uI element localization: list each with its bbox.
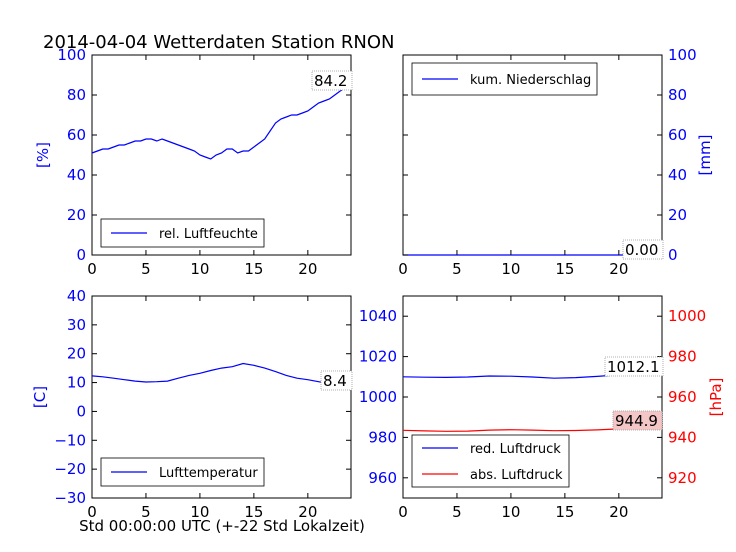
series-line-humidity bbox=[91, 86, 352, 160]
annotation-abs-pressure: 944.9 bbox=[615, 412, 658, 430]
x-tick-label-2-4: 20 bbox=[298, 503, 317, 521]
x-tick-label-3-3: 15 bbox=[555, 503, 574, 521]
x-tick-label-1-0: 0 bbox=[398, 260, 408, 278]
annotation-precipitation-box bbox=[622, 239, 664, 260]
legend-label-0-0: rel. Luftfeuchte bbox=[159, 227, 258, 242]
figure-title: 2014-04-04 Wetterdaten Station RNON bbox=[43, 32, 394, 53]
series-line-temperature bbox=[91, 362, 352, 388]
y-tick-label-left-3-4: 1040 bbox=[359, 307, 397, 325]
x-tick-label-1-1: 5 bbox=[452, 260, 462, 278]
y-tick-label-0-0: 0 bbox=[76, 246, 86, 264]
y-axis-label-humidity: [%] bbox=[34, 142, 52, 168]
legend-label-1-0: kum. Niederschlag bbox=[470, 73, 591, 88]
y-tick-label-left-3-2: 1000 bbox=[359, 388, 397, 406]
legend-label-2-0: Lufttemperatur bbox=[159, 466, 258, 481]
y-tick-label-right-3-4: 1000 bbox=[668, 307, 706, 325]
panel-temperature: 0 5 10 15 20 −30 −20 −10 0 10 20 30 40 [C] Lufttempera… bbox=[31, 287, 353, 521]
x-tick-label-3-4: 20 bbox=[609, 503, 628, 521]
y-axis-label-precipitation: [mm] bbox=[696, 135, 714, 176]
x-tick-label-1-4: 20 bbox=[609, 260, 628, 278]
y-tick-label-right-3-2: 960 bbox=[668, 388, 697, 406]
y-tick-label-right-3-1: 940 bbox=[668, 428, 697, 446]
y-axis-label-temperature: [C] bbox=[31, 386, 49, 408]
y-tick-label-1-4: 80 bbox=[668, 86, 687, 104]
panel-precipitation: 0 5 10 15 20 0 20 40 60 80 100 [mm] kum. Niederschla… bbox=[398, 46, 714, 278]
annotation-precipitation: 0.00 bbox=[625, 241, 658, 259]
annotation-temperature: 8.4 bbox=[323, 372, 347, 390]
x-tick-label-0-4: 20 bbox=[298, 260, 317, 278]
x-tick-label-1-3: 15 bbox=[555, 260, 574, 278]
y-tick-label-left-3-1: 980 bbox=[368, 428, 397, 446]
annotation-humidity-box bbox=[311, 70, 353, 91]
annotation-abs-pressure-box bbox=[612, 410, 663, 431]
annotation-red-pressure-box bbox=[604, 356, 664, 377]
x-tick-label-0-1: 5 bbox=[141, 260, 151, 278]
y-tick-label-2-1: −20 bbox=[54, 460, 86, 478]
y-tick-label-1-0: 0 bbox=[668, 246, 678, 264]
legend-box-3 bbox=[411, 434, 570, 488]
y-tick-label-2-5: 20 bbox=[67, 345, 86, 363]
x-tick-label-2-0: 0 bbox=[87, 503, 97, 521]
x-tick-label-3-0: 0 bbox=[398, 503, 408, 521]
annotation-red-pressure: 1012.1 bbox=[607, 358, 660, 376]
x-tick-label-2-1: 5 bbox=[141, 503, 151, 521]
x-tick-label-3-2: 10 bbox=[501, 503, 520, 521]
legend-label-3-1: abs. Luftdruck bbox=[470, 468, 563, 483]
x-tick-label-0-2: 10 bbox=[190, 260, 209, 278]
y-tick-label-left-3-0: 960 bbox=[368, 469, 397, 487]
plot-frame-0 bbox=[91, 54, 352, 256]
x-tick-label-3-1: 5 bbox=[452, 503, 462, 521]
x-tick-label-0-3: 15 bbox=[244, 260, 263, 278]
panel-humidity: 0 5 10 15 20 0 20 40 60 80 100 [%] rel. Luftfeuchte 8… bbox=[34, 46, 353, 278]
y-tick-label-2-0: −30 bbox=[54, 489, 86, 507]
y-tick-label-left-3-3: 1020 bbox=[359, 348, 397, 366]
y-tick-label-right-3-0: 920 bbox=[668, 469, 697, 487]
panel-pressure: 0 5 10 15 20 960 980 1000 1020 1040 920 940 960 980 10… bbox=[359, 295, 725, 521]
y-tick-label-2-2: −10 bbox=[54, 431, 86, 449]
y-axis-label-pressure: [hPa] bbox=[707, 378, 725, 417]
x-tick-label-2-3: 15 bbox=[244, 503, 263, 521]
y-tick-label-0-1: 20 bbox=[67, 206, 86, 224]
y-tick-label-1-1: 20 bbox=[668, 206, 687, 224]
x-axis-label: Std 00:00:00 UTC (+-22 Std Lokalzeit) bbox=[79, 517, 365, 535]
annotation-humidity: 84.2 bbox=[314, 72, 347, 90]
y-tick-label-right-3-3: 980 bbox=[668, 348, 697, 366]
y-tick-label-0-5: 100 bbox=[57, 46, 86, 64]
y-tick-label-0-4: 80 bbox=[67, 86, 86, 104]
y-tick-label-2-3: 0 bbox=[76, 402, 86, 420]
annotation-temperature-box bbox=[320, 370, 353, 391]
x-tick-label-0-0: 0 bbox=[87, 260, 97, 278]
y-tick-label-2-7: 40 bbox=[67, 287, 86, 305]
y-tick-label-1-2: 40 bbox=[668, 166, 687, 184]
legend-label-3-0: red. Luftdruck bbox=[470, 442, 561, 457]
x-tick-label-2-2: 10 bbox=[190, 503, 209, 521]
x-tick-label-1-2: 10 bbox=[501, 260, 520, 278]
y-tick-label-0-3: 60 bbox=[67, 126, 86, 144]
y-tick-label-0-2: 40 bbox=[67, 166, 86, 184]
y-tick-label-1-3: 60 bbox=[668, 126, 687, 144]
plot-frame-2 bbox=[91, 295, 352, 499]
y-tick-label-2-4: 10 bbox=[67, 374, 86, 392]
y-tick-label-2-6: 30 bbox=[67, 316, 86, 334]
y-tick-label-1-5: 100 bbox=[668, 46, 697, 64]
